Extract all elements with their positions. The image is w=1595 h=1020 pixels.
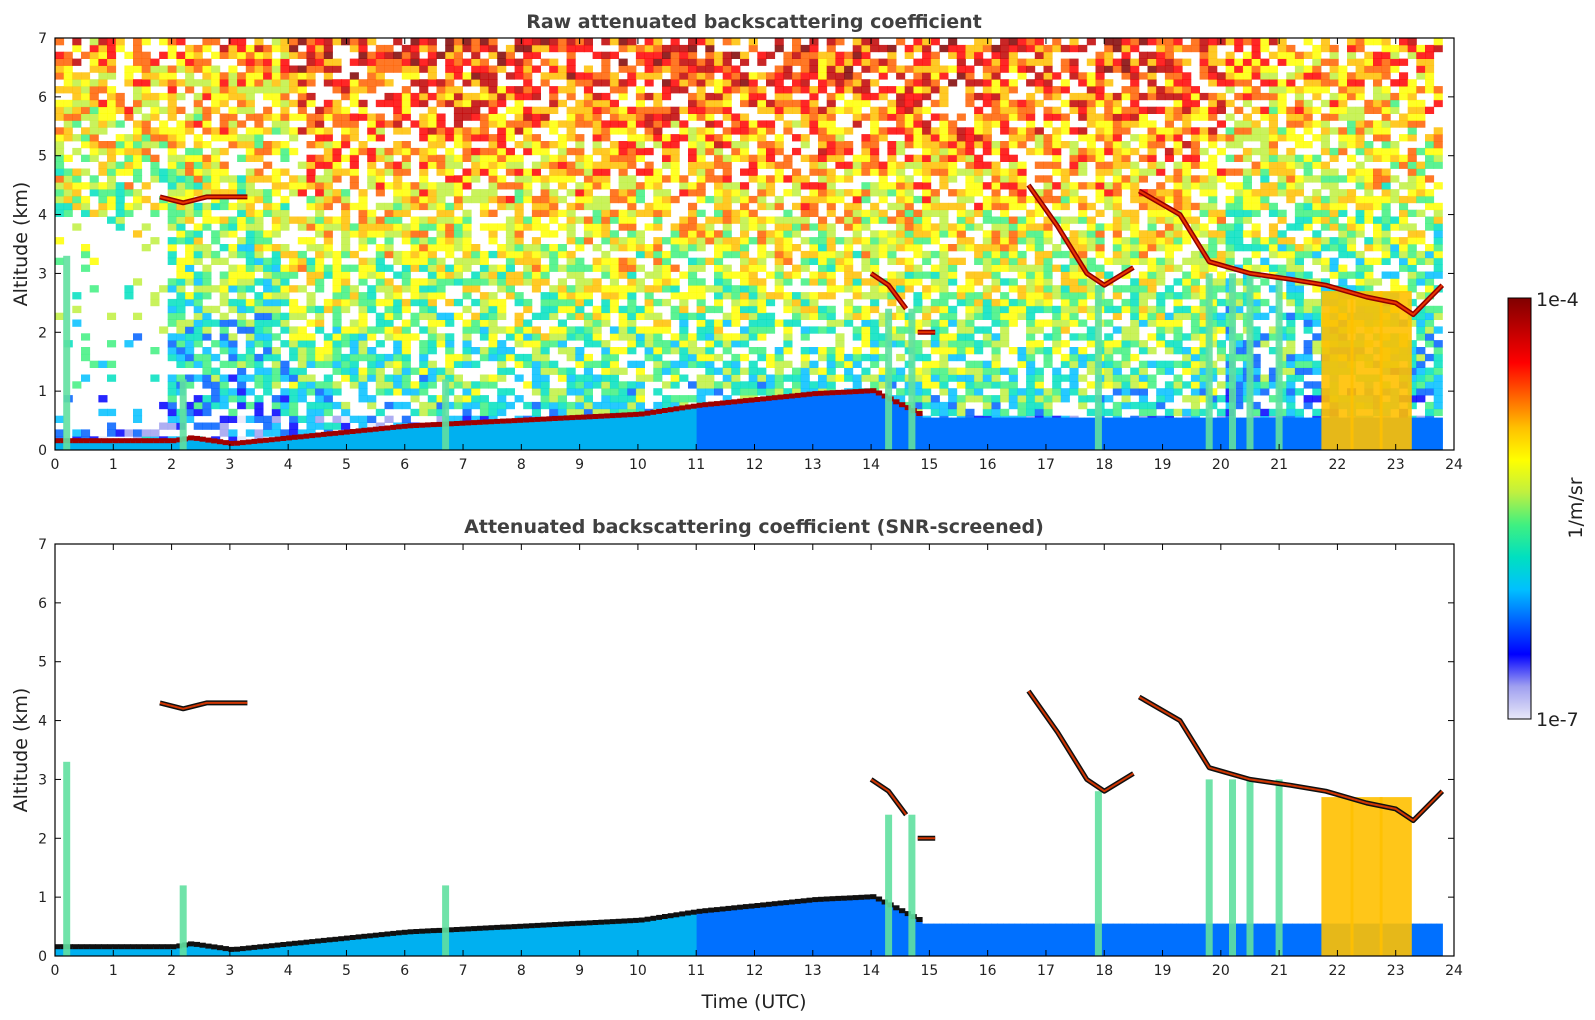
panel-screened-xlabel: Time (UTC): [700, 991, 806, 1013]
x-tick-label: 15: [920, 457, 938, 473]
panel-screened-frame: [54, 543, 1455, 957]
x-tick-label: 8: [517, 963, 526, 979]
x-tick-label: 24: [1445, 963, 1463, 979]
x-tick-label: 2: [167, 963, 176, 979]
y-tick-label: 4: [38, 208, 47, 224]
panel-raw-heatmap: [55, 38, 1454, 450]
x-tick-label: 2: [167, 457, 176, 473]
x-tick-label: 18: [1095, 457, 1113, 473]
x-tick-label: 18: [1095, 963, 1113, 979]
panel-raw-y-ticks: 0 1 2 3 4 5 6 7: [38, 31, 1454, 459]
x-tick-label: 17: [1037, 457, 1055, 473]
y-tick-label: 0: [38, 949, 47, 965]
x-tick-label: 3: [225, 963, 234, 979]
y-tick-label: 0: [38, 443, 47, 459]
x-tick-label: 9: [575, 963, 584, 979]
x-tick-label: 5: [342, 457, 351, 473]
panel-raw-ylabel: Altitude (km): [10, 182, 32, 307]
x-tick-label: 11: [687, 963, 705, 979]
x-tick-label: 19: [1154, 457, 1172, 473]
x-tick-label: 20: [1212, 457, 1230, 473]
x-tick-label: 20: [1212, 963, 1230, 979]
panel-raw-x-ticks: 0 1 2 3 4 5 6 7 8 9 10 11 12 13 14 15 16 17 18 19 20 21 22 23 24: [51, 38, 1463, 473]
y-tick-label: 3: [38, 266, 47, 282]
x-tick-label: 6: [400, 963, 409, 979]
x-tick-label: 17: [1037, 963, 1055, 979]
panel-screened-ylabel: Altitude (km): [10, 688, 32, 813]
x-tick-label: 22: [1329, 963, 1347, 979]
x-tick-label: 15: [920, 963, 938, 979]
y-tick-label: 2: [38, 325, 47, 341]
y-tick-label: 7: [38, 537, 47, 553]
colorbar: 1e-4 1e-7 1/m/sr: [1507, 289, 1587, 731]
y-tick-label: 1: [38, 890, 47, 906]
x-tick-label: 13: [804, 457, 822, 473]
colorbar-gradient: [1507, 297, 1532, 720]
x-tick-label: 1: [109, 963, 118, 979]
x-tick-label: 0: [51, 963, 60, 979]
panel-screened-x-ticks: 0 1 2 3 4 5 6 7 8 9 10 11 12 13 14 15 16 17 18 19 20 21 22 23 24: [51, 544, 1463, 979]
y-tick-label: 6: [38, 596, 47, 612]
y-tick-label: 1: [38, 384, 47, 400]
y-tick-label: 4: [38, 714, 47, 730]
panel-screened-heatmap: [55, 689, 1445, 956]
x-tick-label: 10: [629, 457, 647, 473]
x-tick-label: 14: [862, 457, 880, 473]
x-tick-label: 14: [862, 963, 880, 979]
x-tick-label: 23: [1387, 963, 1405, 979]
x-tick-label: 9: [575, 457, 584, 473]
y-tick-label: 5: [38, 149, 47, 165]
colorbar-unit-label: 1/m/sr: [1565, 477, 1587, 538]
x-tick-label: 12: [746, 457, 764, 473]
x-tick-label: 0: [51, 457, 60, 473]
x-tick-label: 23: [1387, 457, 1405, 473]
x-tick-label: 16: [979, 963, 997, 979]
y-tick-label: 6: [38, 90, 47, 106]
x-tick-label: 22: [1329, 457, 1347, 473]
x-tick-label: 19: [1154, 963, 1172, 979]
x-tick-label: 1: [109, 457, 118, 473]
x-tick-label: 10: [629, 963, 647, 979]
x-tick-label: 4: [284, 963, 293, 979]
x-tick-label: 7: [459, 457, 468, 473]
panel-screened-y-ticks: 0 1 2 3 4 5 6 7: [38, 537, 1454, 965]
panel-raw: Raw attenuated backscattering coefficien…: [10, 11, 1463, 473]
x-tick-label: 16: [979, 457, 997, 473]
x-tick-label: 21: [1270, 457, 1288, 473]
colorbar-min-label: 1e-7: [1536, 709, 1579, 731]
x-tick-label: 6: [400, 457, 409, 473]
colorbar-max-label: 1e-4: [1536, 289, 1579, 311]
y-tick-label: 2: [38, 831, 47, 847]
x-tick-label: 4: [284, 457, 293, 473]
x-tick-label: 5: [342, 963, 351, 979]
x-tick-label: 24: [1445, 457, 1463, 473]
y-tick-label: 5: [38, 655, 47, 671]
panel-screened: Attenuated backscattering coefficient (S…: [10, 516, 1463, 1013]
x-tick-label: 13: [804, 963, 822, 979]
x-tick-label: 7: [459, 963, 468, 979]
y-tick-label: 7: [38, 31, 47, 47]
panel-raw-title: Raw attenuated backscattering coefficien…: [526, 11, 982, 33]
panel-screened-title: Attenuated backscattering coefficient (S…: [464, 516, 1044, 538]
x-tick-label: 12: [746, 963, 764, 979]
x-tick-label: 3: [225, 457, 234, 473]
x-tick-label: 11: [687, 457, 705, 473]
y-tick-label: 3: [38, 772, 47, 788]
x-tick-label: 21: [1270, 963, 1288, 979]
x-tick-label: 8: [517, 457, 526, 473]
